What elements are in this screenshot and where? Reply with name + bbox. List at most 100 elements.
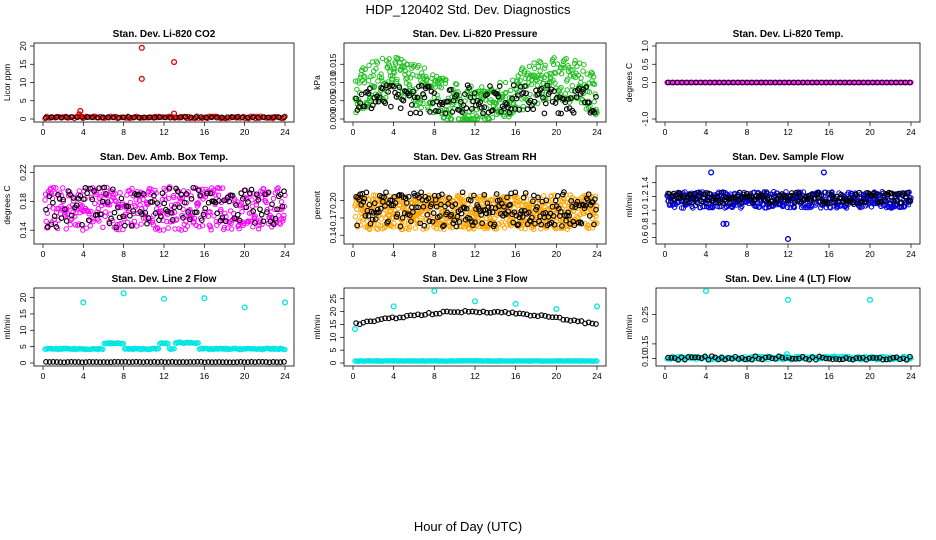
data-point: [592, 208, 598, 214]
mean-point: [46, 359, 53, 365]
mean-point: [498, 309, 505, 316]
data-point: [477, 198, 483, 204]
data-point: [536, 58, 542, 64]
mean-point: [551, 88, 557, 94]
y-axis-label: kPa: [312, 75, 322, 90]
mean-point: [126, 359, 132, 365]
mean-point: [396, 192, 403, 198]
mean-point: [195, 187, 202, 193]
mean-point: [682, 200, 688, 206]
data-point: [465, 116, 471, 122]
mean-point: [516, 214, 523, 221]
data-point: [378, 216, 384, 222]
mean-point: [530, 198, 536, 205]
mean-point: [367, 318, 374, 325]
data-point: [217, 185, 223, 192]
mean-point: [902, 193, 909, 200]
mean-point: [222, 218, 229, 225]
mean-point: [50, 199, 56, 206]
mean-point: [846, 195, 853, 202]
data-point: [537, 68, 543, 74]
y-tick-label: 0.14: [18, 222, 28, 239]
mean-point: [440, 223, 446, 230]
mean-point: [366, 201, 373, 208]
x-tick-label: 16: [824, 371, 834, 381]
mean-point: [467, 94, 474, 101]
x-tick-label: 0: [663, 127, 668, 137]
mean-point: [93, 359, 100, 365]
mean-point: [136, 359, 143, 365]
data-point: [542, 62, 548, 69]
mean-point: [441, 222, 447, 229]
mean-point: [883, 356, 890, 363]
mean-point: [162, 114, 168, 121]
mean-point: [172, 359, 179, 365]
mean-point: [82, 185, 89, 191]
mean-point: [435, 192, 442, 199]
mean-point: [120, 213, 126, 220]
mean-point: [367, 85, 373, 92]
mean-point: [273, 359, 280, 365]
mean-point: [219, 114, 225, 121]
x-tick-label: 8: [121, 249, 126, 259]
data-point: [559, 225, 565, 232]
data-point: [516, 83, 523, 89]
mean-point: [903, 356, 910, 363]
mean-point: [471, 192, 477, 199]
y-tick-label: 0: [18, 360, 28, 365]
mean-point: [100, 359, 107, 365]
mean-point: [415, 311, 421, 318]
mean-point: [257, 206, 263, 213]
data-point: [359, 67, 365, 74]
data-point: [907, 356, 913, 362]
mean-point: [219, 214, 226, 221]
mean-point: [883, 198, 889, 205]
mean-point: [554, 95, 560, 101]
data-point: [404, 75, 410, 81]
mean-point: [501, 203, 507, 210]
data-point: [356, 99, 362, 105]
mean-point: [873, 355, 880, 361]
data-point: [117, 190, 123, 196]
outlier-point: [471, 298, 479, 305]
data-point: [366, 62, 372, 69]
mean-point: [51, 213, 58, 219]
mean-point: [418, 312, 425, 319]
mean-point: [542, 209, 549, 216]
mean-point: [538, 312, 545, 318]
mean-point: [469, 218, 475, 225]
data-point: [399, 88, 406, 94]
mean-point: [549, 98, 556, 105]
data-point: [100, 224, 106, 231]
mean-point: [585, 319, 592, 326]
mean-point: [451, 217, 458, 224]
data-point: [479, 84, 485, 90]
data-point: [357, 222, 364, 228]
mean-point: [253, 191, 260, 198]
data-point: [473, 113, 479, 119]
data-point: [282, 346, 288, 353]
x-tick-label: 16: [824, 127, 834, 137]
outlier-point: [77, 107, 84, 115]
data-point: [589, 71, 595, 77]
data-point: [117, 204, 124, 211]
mean-point: [583, 84, 590, 90]
mean-point: [79, 359, 85, 366]
mean-point: [766, 354, 772, 360]
data-point: [501, 225, 508, 231]
y-tick-label: 0.005: [328, 90, 338, 112]
mean-point: [462, 308, 468, 314]
mean-point: [97, 359, 103, 365]
mean-point: [569, 203, 576, 210]
mean-point: [396, 84, 403, 91]
outlier-point: [80, 299, 87, 306]
mean-point: [746, 192, 753, 199]
data-point: [574, 95, 581, 102]
data-point: [365, 77, 372, 84]
mean-point: [151, 359, 158, 365]
outlier-point: [512, 300, 519, 307]
data-point: [442, 80, 449, 87]
data-point: [128, 115, 135, 121]
mean-point: [275, 114, 282, 121]
data-point: [454, 81, 460, 88]
